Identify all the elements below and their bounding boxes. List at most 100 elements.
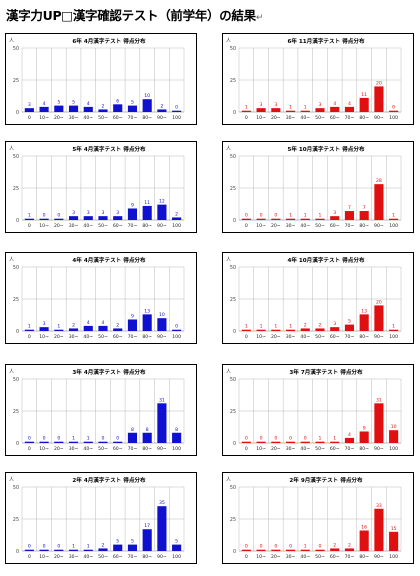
chart-title: 6年 4月漢字テスト 得点分布 — [72, 37, 146, 45]
bar-value-label: 1 — [28, 324, 31, 330]
x-tick-label: 90~ — [374, 334, 384, 340]
bar — [359, 530, 369, 551]
bar-value-label: 0 — [175, 324, 178, 330]
bar-value-label: 5 — [57, 100, 60, 106]
chart-svg-g6-nov: 6年 11月漢字テスト 得点分布 人 0 25 50 1 0 3 10~ 3 20~ 1 30~ 1 40~… — [226, 37, 402, 121]
bar — [330, 216, 340, 220]
bar-value-label: 12 — [159, 199, 165, 205]
bar — [300, 328, 310, 331]
chart-title: 6年 11月漢字テスト 得点分布 — [287, 37, 365, 45]
x-tick-label: 70~ — [345, 115, 355, 121]
x-tick-label: 60~ — [113, 554, 123, 560]
bar-value-label: 3 — [72, 210, 75, 216]
bar — [374, 403, 384, 443]
x-tick-label: 80~ — [359, 334, 369, 340]
x-tick-label: 90~ — [157, 554, 167, 560]
x-tick-label: 10~ — [256, 554, 266, 560]
bar-value-label: 4 — [87, 320, 90, 326]
chart-g3-apr: 3年 4月漢字テスト 得点分布 人 0 25 50 0 0 0 10~ 0 20~ 1 30~ 1 40~ 0… — [5, 364, 197, 456]
chart-title: 2年 9月漢字テスト 得点分布 — [289, 476, 363, 484]
x-tick-label: 50~ — [315, 334, 325, 340]
x-tick-label: 20~ — [54, 115, 64, 121]
bar-value-label: 5 — [116, 539, 119, 545]
bar-value-label: 1 — [87, 544, 90, 550]
bar-value-label: 7 — [363, 205, 366, 211]
x-tick-label: 30~ — [286, 554, 296, 560]
bar — [68, 549, 79, 551]
chart-title: 4年 10月漢字テスト 得点分布 — [287, 256, 365, 264]
bar-value-label: 0 — [245, 436, 248, 442]
bar-value-label: 1 — [245, 105, 248, 111]
chart-svg-g3-jul: 3年 7月漢字テスト 得点分布 人 0 25 50 0 0 0 10~ 0 20~ 0 30~ 0 40~ 1… — [226, 368, 402, 452]
bar — [389, 218, 399, 220]
x-tick-label: 40~ — [83, 115, 93, 121]
bar — [241, 218, 251, 220]
x-tick-label: 30~ — [69, 446, 79, 452]
bar-value-label: 1 — [57, 324, 60, 330]
bar — [256, 329, 266, 331]
bar — [68, 216, 79, 220]
x-tick-label: 0 — [245, 334, 248, 340]
y-tick-label: 25 — [13, 186, 19, 192]
bar — [256, 549, 266, 551]
bar-value-label: 0 — [260, 544, 263, 550]
bar — [157, 403, 167, 443]
bar — [241, 549, 251, 551]
bar — [113, 441, 123, 443]
x-tick-label: 50~ — [315, 223, 325, 229]
bar-value-label: 0 — [43, 436, 46, 442]
bar-value-label: 1 — [87, 436, 90, 442]
y-tick-label: 50 — [230, 46, 236, 52]
y-tick-label: 0 — [16, 329, 19, 335]
bar-value-label: 20 — [376, 80, 382, 86]
bar — [344, 211, 355, 220]
bar — [374, 184, 384, 220]
bar-value-label: 16 — [361, 525, 367, 531]
bar — [127, 319, 138, 331]
x-tick-label: 40~ — [83, 446, 93, 452]
bar — [389, 531, 399, 551]
bar-value-label: 2 — [116, 322, 119, 328]
y-tick-label: 50 — [230, 154, 236, 160]
bar-value-label: 1 — [28, 213, 31, 219]
x-tick-label: 60~ — [330, 223, 340, 229]
bar-value-label: 0 — [274, 544, 277, 550]
bar — [98, 548, 108, 551]
x-tick-label: 30~ — [286, 223, 296, 229]
bar-value-label: 4 — [348, 101, 351, 107]
y-tick-label: 25 — [230, 409, 236, 415]
bar-value-label: 10 — [391, 424, 397, 430]
bar — [24, 549, 34, 551]
x-tick-label: 0 — [28, 446, 31, 452]
bar-value-label: 8 — [175, 427, 178, 433]
x-tick-label: 60~ — [330, 554, 340, 560]
bar — [24, 441, 34, 443]
x-tick-label: 40~ — [300, 446, 310, 452]
bar — [127, 208, 138, 220]
bar — [285, 549, 296, 551]
bar-value-label: 4 — [102, 320, 105, 326]
bar-value-label: 31 — [159, 397, 165, 403]
bar-value-label: 10 — [144, 93, 150, 99]
x-tick-label: 40~ — [83, 223, 93, 229]
bar-value-label: 3 — [333, 210, 336, 216]
x-tick-label: 10~ — [39, 223, 49, 229]
x-tick-label: 70~ — [345, 446, 355, 452]
bar-value-label: 15 — [391, 526, 397, 532]
y-tick-label: 0 — [16, 218, 19, 224]
bar — [68, 105, 79, 112]
x-tick-label: 20~ — [271, 446, 281, 452]
bar-value-label: 0 — [245, 544, 248, 550]
y-unit-label: 人 — [9, 369, 14, 375]
x-tick-label: 30~ — [286, 115, 296, 121]
return-mark-icon: ↵ — [255, 13, 264, 23]
bar-value-label: 11 — [361, 92, 367, 98]
x-tick-label: 20~ — [54, 334, 64, 340]
x-tick-label: 70~ — [345, 334, 355, 340]
bar — [374, 305, 384, 331]
x-tick-label: 90~ — [157, 223, 167, 229]
bar-value-label: 3 — [333, 321, 336, 327]
bar — [344, 548, 355, 551]
bar — [300, 549, 310, 551]
bar-value-label: 1 — [289, 324, 292, 330]
